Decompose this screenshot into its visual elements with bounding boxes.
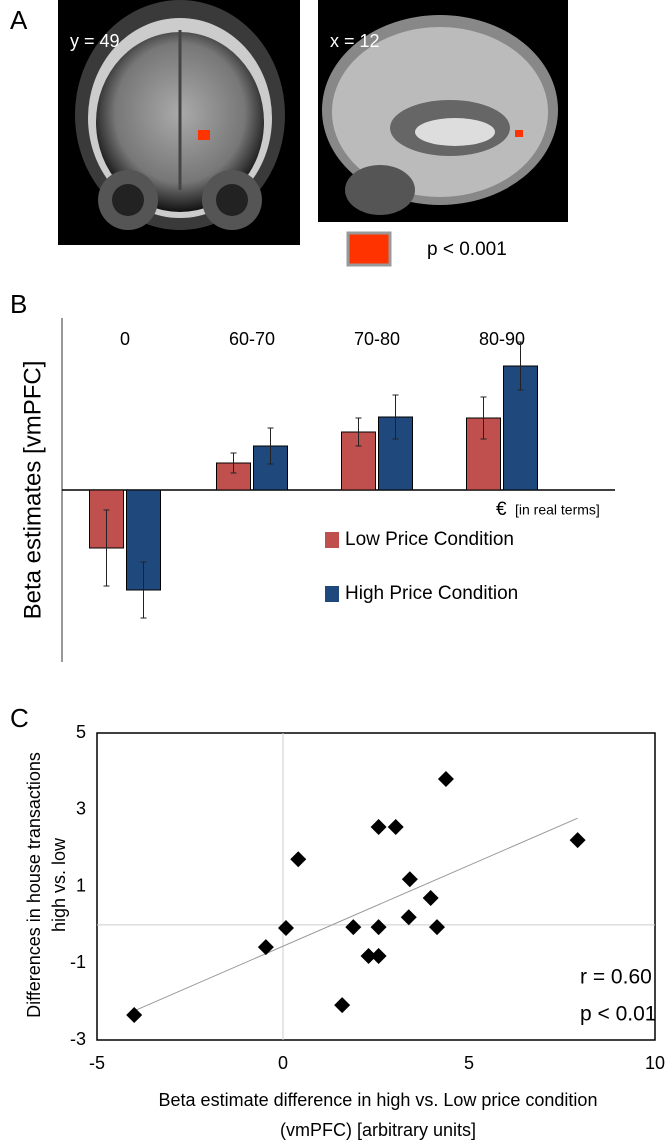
x-axis-label: € <box>496 499 507 520</box>
category-label: 70-80 <box>354 329 400 349</box>
figure: A y = 49 x = 12 p < 0.001 B Beta estimate… <box>0 0 672 1142</box>
point <box>371 919 387 935</box>
image-label: y = 49 <box>70 31 120 51</box>
category-label: 0 <box>120 329 130 349</box>
panel-label: B <box>10 289 27 319</box>
point <box>371 948 387 964</box>
point <box>290 851 306 867</box>
legend-swatch <box>348 233 390 265</box>
category-label: 80-90 <box>479 329 525 349</box>
point <box>126 1007 142 1023</box>
x-tick-label: 5 <box>464 1053 474 1073</box>
legend-label: p < 0.001 <box>427 239 507 260</box>
y-tick-label: -1 <box>70 952 86 972</box>
point <box>345 919 361 935</box>
x-axis-label: (vmPFC) [arbitrary units] <box>280 1120 476 1140</box>
trendline <box>136 818 578 1010</box>
point <box>429 919 445 935</box>
panel-label: A <box>10 5 28 35</box>
y-axis-label: Beta estimates [vmPFC] <box>19 361 46 620</box>
x-axis-label: Beta estimate difference in high vs. Low… <box>159 1090 598 1110</box>
panel-label: C <box>10 703 29 733</box>
point <box>334 997 350 1013</box>
x-tick-label: 0 <box>278 1053 288 1073</box>
y-axis-label: high vs. low <box>49 837 69 932</box>
annotation: r = 0.60 <box>580 966 652 989</box>
x-tick-label: -5 <box>89 1053 105 1073</box>
y-axis-label: Differences in house transactions <box>24 752 44 1018</box>
y-tick-label: 1 <box>76 875 86 895</box>
x-axis-label-note: [in real terms] <box>515 502 600 518</box>
y-tick-label: -3 <box>70 1029 86 1049</box>
legend-label: High Price Condition <box>345 583 518 604</box>
point <box>371 819 387 835</box>
annotation: p < 0.01 <box>580 1003 656 1026</box>
scatter-chart: C -5 0 5 10 5 3 1 -1 -3 r = 0.60 p < 0.01 Difference… <box>10 703 665 1140</box>
x-tick-label: 10 <box>645 1053 665 1073</box>
point <box>402 871 418 887</box>
plot-frame <box>97 733 655 1040</box>
point <box>388 819 404 835</box>
image-label: x = 12 <box>330 31 380 51</box>
point <box>570 832 586 848</box>
point <box>438 771 454 787</box>
y-tick-label: 5 <box>76 722 86 742</box>
legend-swatch <box>325 532 339 548</box>
legend-swatch <box>325 586 339 602</box>
y-tick-label: 3 <box>76 799 86 819</box>
point <box>258 939 274 955</box>
legend-label: Low Price Condition <box>345 529 514 550</box>
point <box>278 920 294 936</box>
point <box>401 909 417 925</box>
point <box>423 890 439 906</box>
category-label: 60-70 <box>229 329 275 349</box>
bar-chart: B Beta estimates [vmPFC] € [in real terms] 0… <box>10 289 615 662</box>
